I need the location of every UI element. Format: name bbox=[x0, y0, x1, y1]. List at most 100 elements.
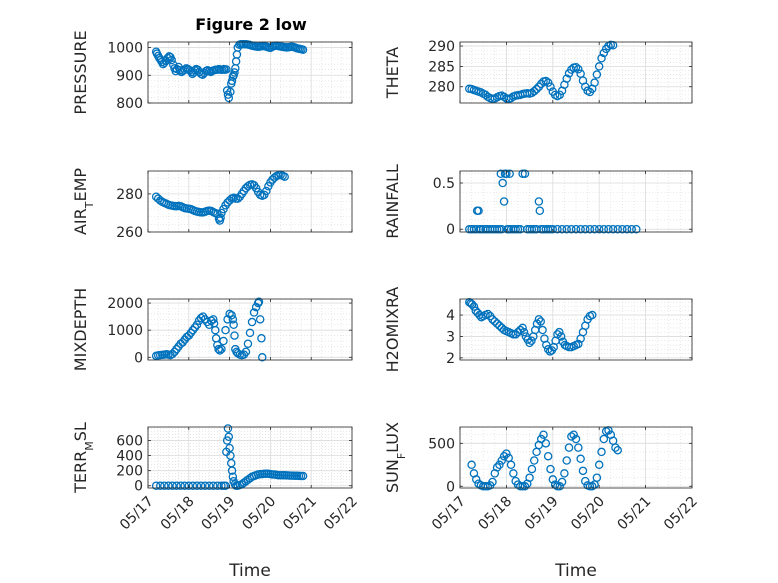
data-point-33 bbox=[541, 76, 551, 86]
data-point-59 bbox=[257, 334, 266, 343]
data-point-30 bbox=[211, 325, 220, 335]
data-point-26 bbox=[519, 327, 529, 337]
data-point-37 bbox=[553, 482, 562, 491]
data-point-26 bbox=[527, 464, 537, 474]
data-point-19 bbox=[499, 197, 509, 206]
data-markers bbox=[151, 424, 308, 490]
x-tick-label: 05/18 bbox=[475, 494, 515, 534]
data-point-6 bbox=[481, 482, 490, 491]
y-axis-label: PRESSURE bbox=[71, 30, 90, 114]
y-tick-label: 3 bbox=[446, 329, 455, 345]
data-point-58 bbox=[613, 224, 623, 234]
data-point-21 bbox=[502, 169, 511, 179]
data-point-41 bbox=[562, 456, 571, 465]
data-point-65 bbox=[280, 172, 289, 181]
data-point-36 bbox=[538, 325, 547, 335]
x-tick-label: 05/19 bbox=[199, 494, 239, 534]
data-point-55 bbox=[599, 224, 609, 234]
data-point-42 bbox=[562, 74, 571, 83]
data-point-46 bbox=[233, 348, 243, 358]
y-tick-label: 1000 bbox=[107, 41, 143, 57]
data-point-46 bbox=[556, 332, 566, 341]
data-point-63 bbox=[298, 471, 308, 481]
data-point-35 bbox=[217, 344, 226, 354]
data-point-54 bbox=[590, 78, 599, 87]
y-tick-label: 2 bbox=[446, 351, 455, 367]
data-point-59 bbox=[618, 224, 627, 234]
x-axis-label: Time bbox=[554, 561, 597, 581]
data-point-30 bbox=[527, 336, 536, 345]
data-point-1 bbox=[155, 481, 165, 490]
data-point-38 bbox=[542, 340, 551, 350]
data-point-18 bbox=[498, 178, 507, 188]
data-point-40 bbox=[227, 311, 236, 320]
y-tick-label: 0.5 bbox=[433, 176, 455, 192]
y-tick-label: 280 bbox=[428, 80, 455, 96]
data-point-11 bbox=[196, 481, 206, 490]
data-point-52 bbox=[587, 482, 597, 491]
data-point-9 bbox=[488, 477, 497, 487]
data-point-49 bbox=[571, 224, 581, 234]
data-point-16 bbox=[217, 481, 226, 490]
data-point-31 bbox=[520, 169, 530, 179]
data-point-39 bbox=[543, 345, 553, 354]
y-tick-label: 500 bbox=[428, 436, 455, 452]
data-point-3 bbox=[469, 302, 479, 311]
y-tick-label: 900 bbox=[116, 68, 143, 84]
data-point-45 bbox=[553, 224, 562, 234]
data-point-12 bbox=[495, 460, 504, 470]
data-markers bbox=[467, 426, 623, 491]
axes-box bbox=[147, 426, 353, 489]
y-tick-label: 4 bbox=[446, 308, 455, 324]
data-point-34 bbox=[546, 464, 555, 474]
data-point-56 bbox=[604, 224, 613, 234]
data-point-54 bbox=[249, 308, 259, 317]
data-point-0 bbox=[151, 481, 161, 490]
data-point-51 bbox=[581, 224, 590, 234]
x-tick-label: 05/17 bbox=[429, 494, 469, 534]
data-point-18 bbox=[506, 93, 516, 103]
data-point-17 bbox=[506, 460, 516, 470]
y-tick-label: 800 bbox=[116, 96, 143, 112]
data-point-56 bbox=[597, 447, 606, 457]
data-point-55 bbox=[594, 460, 604, 470]
data-point-48 bbox=[222, 65, 231, 74]
data-point-28 bbox=[529, 86, 539, 96]
x-tick-label: 05/22 bbox=[661, 494, 701, 534]
data-point-60 bbox=[257, 353, 267, 362]
data-point-10 bbox=[192, 481, 202, 490]
data-point-14 bbox=[209, 481, 218, 490]
data-point-16 bbox=[496, 169, 506, 179]
data-point-32 bbox=[541, 439, 551, 448]
y-tick-label: 0 bbox=[446, 479, 455, 495]
data-point-58 bbox=[255, 315, 265, 324]
data-point-26 bbox=[204, 320, 214, 330]
data-point-56 bbox=[594, 62, 604, 71]
data-point-27 bbox=[228, 472, 238, 481]
axes-box bbox=[147, 170, 353, 233]
data-point-22 bbox=[511, 330, 520, 339]
data-point-54 bbox=[594, 224, 604, 234]
data-point-15 bbox=[495, 321, 504, 331]
data-point-27 bbox=[529, 456, 539, 465]
data-point-42 bbox=[229, 320, 238, 330]
y-tick-label: 2000 bbox=[107, 296, 143, 312]
data-point-53 bbox=[247, 317, 257, 327]
data-point-57 bbox=[254, 297, 264, 306]
subplot-6: 2 3 4 H2OMIXRA bbox=[383, 287, 693, 372]
x-tick-label: 05/21 bbox=[615, 494, 655, 534]
data-markers bbox=[151, 170, 289, 225]
data-point-28 bbox=[209, 315, 218, 324]
data-point-26 bbox=[227, 466, 237, 475]
data-point-51 bbox=[243, 339, 253, 348]
data-point-13 bbox=[490, 317, 500, 326]
data-point-14 bbox=[492, 224, 502, 234]
data-point-35 bbox=[546, 82, 555, 91]
axes-box bbox=[459, 426, 693, 489]
y-tick-label: 600 bbox=[116, 434, 143, 450]
data-point-2 bbox=[467, 300, 477, 309]
data-point-27 bbox=[511, 224, 520, 234]
data-point-48 bbox=[567, 224, 576, 234]
